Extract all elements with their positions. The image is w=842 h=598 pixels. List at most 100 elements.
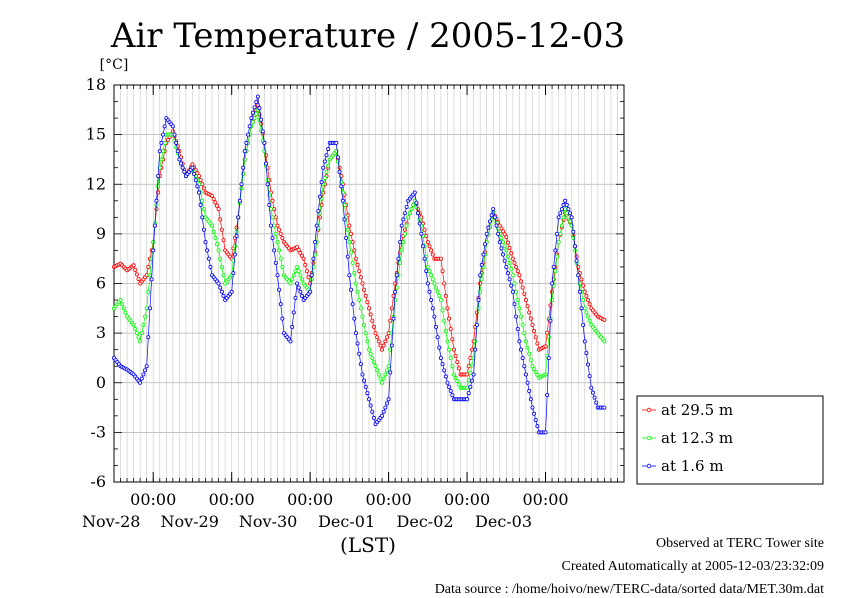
data-point <box>427 269 432 274</box>
data-point <box>533 417 538 422</box>
data-point <box>548 318 553 323</box>
data-point <box>275 240 280 245</box>
data-point <box>430 306 435 311</box>
data-point <box>587 318 592 323</box>
data-point <box>165 138 170 143</box>
data-point <box>512 260 517 265</box>
data-point <box>308 289 313 294</box>
data-point <box>268 223 273 228</box>
data-point <box>566 215 571 220</box>
data-point <box>290 277 295 282</box>
data-point <box>277 287 282 292</box>
data-point <box>443 293 448 298</box>
data-point <box>255 94 260 99</box>
data-point <box>504 248 509 253</box>
data-point <box>355 262 360 267</box>
data-point <box>420 244 425 249</box>
data-point <box>219 289 224 294</box>
data-point <box>419 231 424 236</box>
data-point <box>586 314 591 319</box>
data-point <box>138 380 143 385</box>
data-point <box>481 252 486 257</box>
data-point <box>440 269 445 274</box>
data-point <box>347 273 352 278</box>
data-point <box>290 324 295 329</box>
data-point <box>366 347 371 352</box>
data-point <box>519 279 524 284</box>
data-point <box>368 312 373 317</box>
data-point <box>298 273 303 278</box>
footer-created-timestamp: Created Automatically at 2005-12-03/23:3… <box>561 559 824 574</box>
data-point <box>355 289 360 294</box>
chart-title: Air Temperature / 2005-12-03 <box>110 16 625 56</box>
data-point <box>582 339 587 344</box>
data-point <box>512 302 517 307</box>
data-point <box>368 351 373 356</box>
data-point <box>159 140 164 145</box>
data-point <box>507 245 512 250</box>
data-point <box>469 347 474 352</box>
data-point <box>257 106 262 111</box>
data-point <box>118 298 123 303</box>
data-point <box>180 165 185 170</box>
data-point <box>231 271 236 276</box>
data-point <box>501 252 506 257</box>
data-point <box>402 211 407 216</box>
data-point <box>389 306 394 311</box>
legend-entry-label: at 1.6 m <box>661 457 724 475</box>
data-point <box>252 105 257 110</box>
data-point <box>159 157 164 162</box>
data-point <box>234 233 239 238</box>
data-point <box>259 117 264 122</box>
data-point <box>422 256 427 261</box>
data-point <box>590 390 595 395</box>
data-point <box>264 161 269 166</box>
data-point <box>147 273 152 278</box>
data-point <box>389 343 394 348</box>
data-point <box>270 198 275 203</box>
data-point <box>414 200 419 205</box>
data-point <box>311 256 316 261</box>
data-point <box>466 378 471 383</box>
data-point <box>383 372 388 377</box>
data-point <box>447 347 452 352</box>
data-point <box>522 331 527 336</box>
data-point <box>170 124 175 129</box>
data-point <box>275 223 280 228</box>
data-point <box>465 385 470 390</box>
data-point <box>504 264 509 269</box>
data-point <box>206 256 211 261</box>
data-point <box>200 198 205 203</box>
data-point <box>196 173 201 178</box>
data-point <box>360 281 365 286</box>
data-point <box>402 231 407 236</box>
data-point <box>324 153 329 158</box>
data-point <box>401 240 406 245</box>
data-point <box>434 285 439 290</box>
x-tick-time-label: 00:00 <box>209 490 255 509</box>
data-point <box>450 393 455 398</box>
data-point <box>451 372 456 377</box>
data-point <box>299 293 304 298</box>
data-point <box>216 248 221 253</box>
data-point <box>252 116 257 121</box>
data-point <box>291 273 296 278</box>
data-point <box>161 132 166 137</box>
data-point <box>581 322 586 327</box>
data-point <box>535 424 540 429</box>
data-point <box>574 258 579 263</box>
data-point <box>357 298 362 303</box>
data-point <box>505 254 510 259</box>
data-point <box>425 264 430 269</box>
data-point <box>143 314 148 319</box>
data-point <box>366 397 371 402</box>
data-point <box>141 372 146 377</box>
data-point <box>425 240 430 245</box>
data-point <box>582 306 587 311</box>
data-point <box>478 273 483 278</box>
data-point <box>262 149 267 154</box>
data-point <box>515 269 520 274</box>
data-point <box>411 202 416 207</box>
data-point <box>594 400 599 405</box>
data-point <box>447 316 452 321</box>
